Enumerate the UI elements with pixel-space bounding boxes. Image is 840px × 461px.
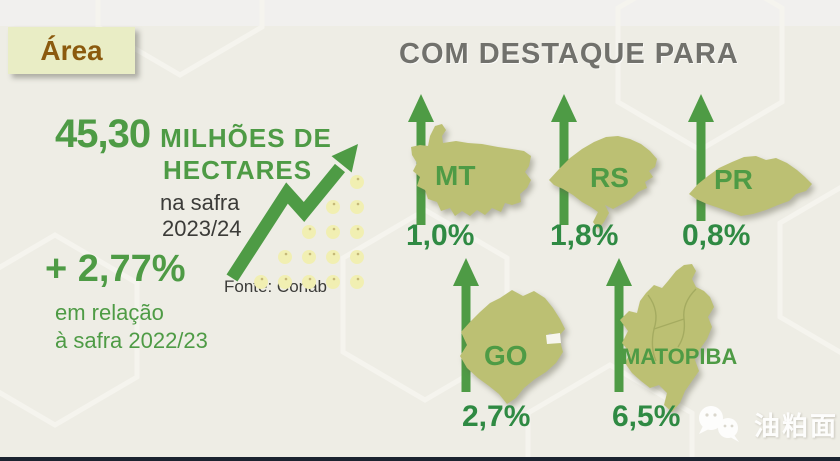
- watermark: 油粕面: [694, 404, 838, 444]
- season-line2: 2023/24: [162, 216, 242, 241]
- highlight-title: COM DESTAQUE PARA: [399, 38, 739, 70]
- total-area-value: 45,30: [55, 112, 151, 156]
- watermark-text: 油粕面: [754, 410, 839, 441]
- bottom-bar: [0, 457, 840, 461]
- area-tag-label: Área: [40, 34, 103, 66]
- up-arrow-icon: [688, 94, 714, 221]
- state-percent-go: 2,7%: [462, 400, 531, 433]
- state-percent-matopiba: 6,5%: [612, 400, 681, 433]
- soybean-dots-pattern: [254, 175, 364, 289]
- source-text: Fonte: Conab: [224, 277, 328, 296]
- rs-map: [549, 136, 657, 229]
- matopiba-map: [620, 264, 714, 412]
- area-tag: Área: [8, 27, 135, 74]
- up-arrow-icon: [606, 258, 632, 392]
- growth-arrow-icon: [226, 144, 358, 282]
- mt-map: [411, 124, 531, 216]
- total-area-unit-line1: MILHÕES DE: [160, 123, 332, 153]
- pr-map: [689, 156, 812, 216]
- variation-line2: à safra 2022/23: [55, 328, 208, 353]
- df-notch: [546, 333, 561, 344]
- total-area-unit-line2: HECTARES: [163, 155, 313, 185]
- state-percent-rs: 1,8%: [550, 219, 619, 252]
- wechat-icon: [699, 406, 739, 442]
- total-area-headline: 45,30 MILHÕES DE: [55, 112, 332, 157]
- state-label-mt: MT: [435, 160, 476, 191]
- state-label-go: GO: [484, 340, 528, 371]
- season-line1: na safra: [160, 190, 240, 215]
- top-strip: [0, 0, 840, 26]
- variation-line1: em relação: [55, 300, 164, 325]
- variation-percent: + 2,77%: [45, 248, 186, 290]
- matopiba-internal-borders: [647, 288, 697, 362]
- state-label-rs: RS: [590, 162, 629, 193]
- state-percent-mt: 1,0%: [406, 219, 475, 252]
- state-label-matopiba: MATOPIBA: [622, 344, 738, 369]
- growth-chart: [226, 144, 364, 289]
- state-label-pr: PR: [714, 164, 753, 195]
- state-percent-pr: 0,8%: [682, 219, 751, 252]
- go-map: [460, 290, 565, 404]
